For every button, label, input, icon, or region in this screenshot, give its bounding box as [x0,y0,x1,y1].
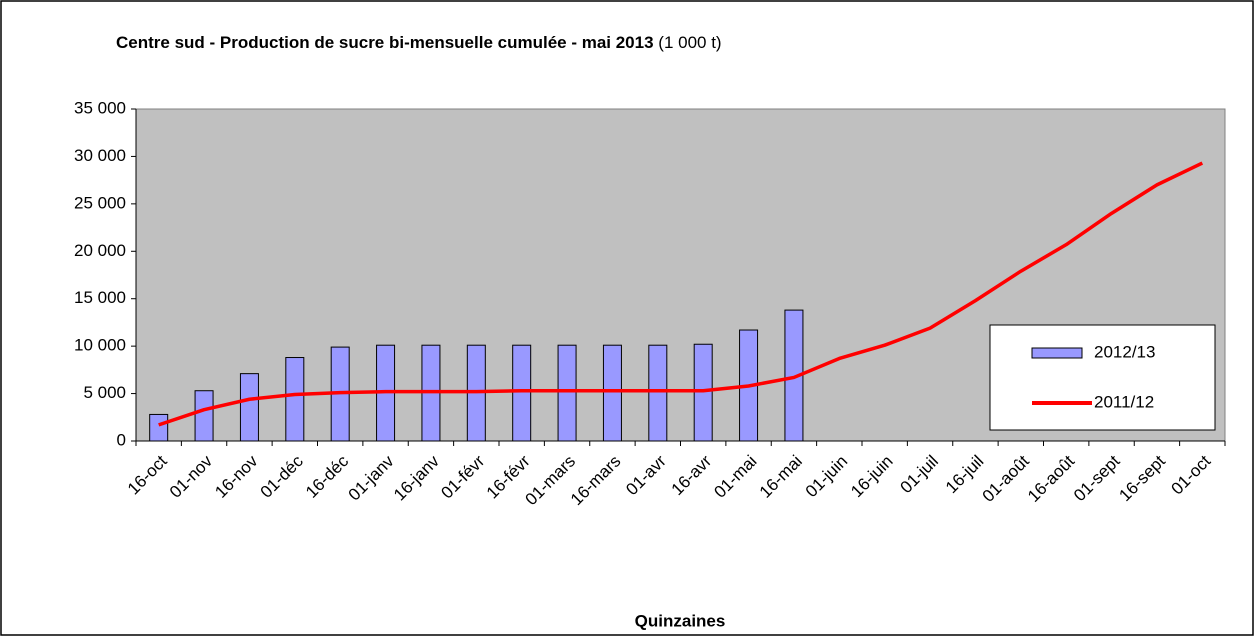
bar [512,344,532,442]
bar [648,344,668,442]
y-tick-label: 20 000 [74,241,126,260]
bar [149,413,169,442]
legend-box [989,324,1216,431]
bar [285,357,305,442]
legend-label: 2012/13 [1094,342,1155,361]
y-tick-label: 5 000 [83,383,126,402]
y-tick-label: 30 000 [74,146,126,165]
bar [194,390,214,442]
y-tick-label: 0 [117,430,126,449]
bar [557,344,577,442]
x-axis-label: Quinzaines [635,611,726,630]
chart-title: Centre sud - Production de sucre bi-mens… [116,33,722,52]
legend-label: 2011/12 [1094,392,1154,411]
title-unit: (1 000 t) [658,33,721,52]
bar [239,373,259,442]
title-main: Centre sud - Production de sucre bi-mens… [116,33,654,52]
y-tick-label: 10 000 [74,336,126,355]
bar [693,343,713,442]
y-tick-label: 25 000 [74,193,126,212]
legend-swatch [1031,347,1083,359]
y-tick-label: 15 000 [74,288,126,307]
line [158,161,1204,427]
bar [602,344,622,442]
y-tick-label: 35 000 [74,98,126,117]
